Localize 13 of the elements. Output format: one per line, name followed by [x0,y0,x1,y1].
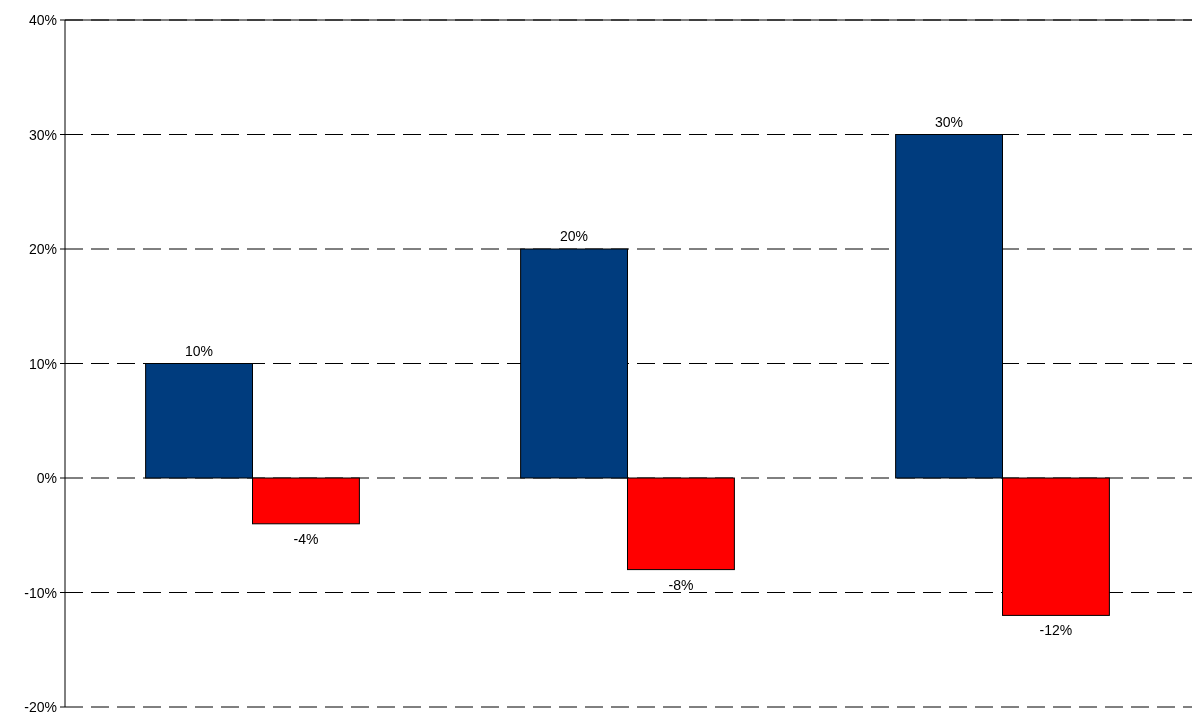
data-label: -12% [1039,622,1073,639]
y-tick-label: -20% [24,699,57,715]
data-label: 20% [560,228,589,244]
data-label: -8% [668,576,694,593]
y-tick-label: 10% [28,355,57,372]
data-label: -4% [293,530,319,547]
y-tick-label: 0% [36,470,57,486]
y-tick-label: 30% [28,126,57,143]
y-tick-label: 20% [28,241,57,257]
data-label: 30% [935,113,964,130]
y-tick-label: -10% [24,584,57,601]
data-label: 10% [185,342,214,359]
y-tick-label: 40% [28,12,57,28]
